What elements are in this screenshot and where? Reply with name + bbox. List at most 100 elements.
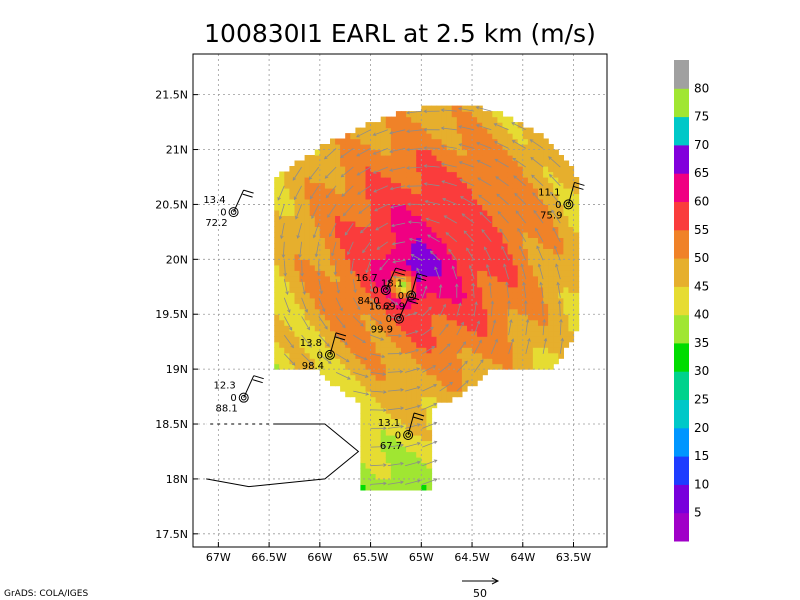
wind-vector xyxy=(511,122,526,131)
field-cell xyxy=(416,237,422,244)
field-cell xyxy=(360,275,367,282)
field-cell xyxy=(299,171,306,178)
field-cell xyxy=(558,166,564,173)
field-cell xyxy=(482,319,488,326)
wind-vector xyxy=(476,106,492,112)
field-cell xyxy=(527,264,534,271)
field-cell xyxy=(330,336,336,343)
field-cell xyxy=(411,347,417,354)
field-cell xyxy=(532,177,539,184)
field-cell xyxy=(360,352,367,359)
field-cell xyxy=(426,363,433,370)
wind-vector-head xyxy=(433,478,438,482)
field-cell xyxy=(487,303,493,310)
field-cell xyxy=(482,193,488,200)
field-cell xyxy=(451,286,458,293)
field-cell xyxy=(385,193,392,200)
field-cell xyxy=(467,209,473,216)
field-cell xyxy=(390,435,397,442)
field-cell xyxy=(350,209,356,216)
wind-vector xyxy=(472,283,475,298)
field-cell xyxy=(487,363,493,370)
field-cell xyxy=(411,457,417,464)
wind-vector xyxy=(425,200,440,205)
field-cell xyxy=(492,182,498,189)
field-cell xyxy=(324,297,331,304)
field-cell xyxy=(360,435,367,442)
field-cell xyxy=(431,177,438,184)
field-cell xyxy=(411,144,417,151)
wind-vector xyxy=(427,234,440,243)
field-cell xyxy=(538,209,544,216)
field-cell xyxy=(456,177,463,184)
field-cell xyxy=(324,308,331,315)
field-cell xyxy=(401,319,407,326)
wind-vector xyxy=(352,297,361,310)
field-cell xyxy=(370,429,377,436)
field-cell xyxy=(360,385,367,392)
field-cell xyxy=(558,264,564,271)
field-cell xyxy=(497,330,504,337)
field-cell xyxy=(527,292,534,299)
field-cell xyxy=(472,380,478,387)
field-cell xyxy=(340,275,346,282)
field-cell xyxy=(390,209,397,216)
field-cell xyxy=(395,374,402,381)
field-cell xyxy=(553,330,559,337)
field-cell xyxy=(553,264,559,271)
field-cell xyxy=(426,391,433,398)
field-cell xyxy=(314,297,321,304)
field-cell xyxy=(314,177,321,184)
wind-vector-head xyxy=(459,196,464,200)
field-cell xyxy=(289,303,296,310)
field-cell xyxy=(411,341,417,348)
field-cell xyxy=(421,341,427,348)
field-cell xyxy=(467,352,473,359)
field-cell xyxy=(461,116,468,123)
field-cell xyxy=(319,275,326,282)
wind-vector-head xyxy=(493,123,498,127)
field-cell xyxy=(350,237,356,244)
field-cell xyxy=(421,429,427,436)
field-cell xyxy=(416,418,422,425)
field-cell xyxy=(492,303,498,310)
wind-vector xyxy=(460,196,475,205)
wind-vector xyxy=(441,163,457,168)
field-cell xyxy=(304,209,311,216)
field-cell xyxy=(416,396,422,403)
field-cell xyxy=(416,347,422,354)
field-cell xyxy=(487,149,493,156)
field-cell xyxy=(497,155,504,162)
field-cell xyxy=(360,396,367,403)
field-cell xyxy=(538,231,544,238)
field-cell xyxy=(380,380,387,387)
field-cell xyxy=(426,374,433,381)
field-cell xyxy=(314,303,321,310)
field-cell xyxy=(289,166,296,173)
field-cell xyxy=(558,297,564,304)
wind-vector xyxy=(542,319,545,336)
field-cell xyxy=(451,226,458,233)
wind-vector xyxy=(473,340,482,354)
field-cell xyxy=(370,215,377,222)
wind-vector xyxy=(356,129,371,138)
field-cell xyxy=(355,155,362,162)
field-cell xyxy=(456,275,463,282)
field-cell xyxy=(502,308,509,315)
field-cell xyxy=(517,198,524,205)
station-top-value: 18.1 xyxy=(381,279,403,290)
field-cell xyxy=(426,407,433,414)
field-cell xyxy=(385,188,392,195)
field-cell xyxy=(431,374,438,381)
field-cell xyxy=(345,303,351,310)
field-cell xyxy=(390,116,397,123)
field-cell xyxy=(467,226,473,233)
wind-vector xyxy=(439,304,446,317)
field-cell xyxy=(340,253,346,260)
field-cell xyxy=(512,160,519,167)
wind-vector xyxy=(494,141,509,149)
wind-vector-head xyxy=(336,289,340,294)
field-cell xyxy=(390,297,397,304)
field-cell xyxy=(274,358,280,365)
field-cell xyxy=(507,352,514,359)
